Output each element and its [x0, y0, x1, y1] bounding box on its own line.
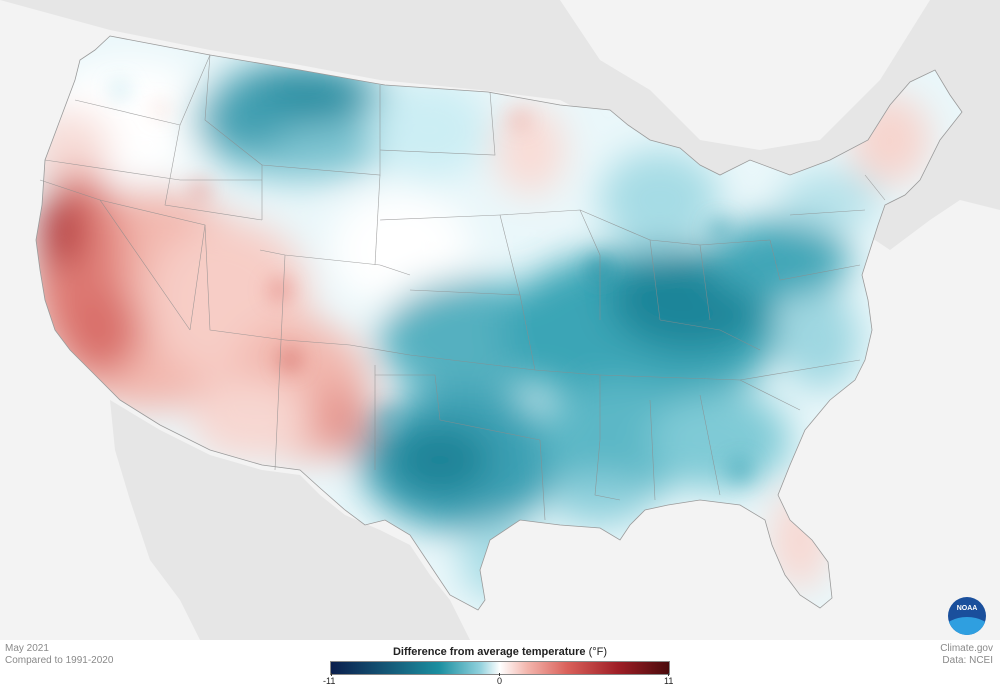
noaa-logo: NOAA — [948, 597, 986, 635]
legend-title: Difference from average temperature (°F) — [330, 646, 670, 658]
legend-max-label: 11 — [664, 676, 674, 686]
baseline-label: Compared to 1991-2020 — [5, 655, 114, 666]
period-label: May 2021 — [5, 643, 49, 654]
mexico-landmass — [110, 400, 470, 640]
noaa-logo-wave-icon — [948, 617, 986, 635]
source-site-label: Climate.gov — [940, 643, 993, 654]
temperature-anomaly-map — [0, 0, 1000, 640]
legend-mid-label: 0 — [497, 676, 503, 686]
legend-tick-max — [668, 673, 669, 676]
map-period-info: May 2021 Compared to 1991-2020 — [5, 643, 113, 667]
state-boundaries — [39, 54, 886, 521]
map-footer: May 2021 Compared to 1991-2020 Differenc… — [0, 640, 1000, 690]
legend-tick-mid — [499, 673, 500, 676]
map-source-info: Climate.gov Data: NCEI — [940, 643, 993, 667]
legend-title-text: Difference from average temperature — [392, 646, 586, 658]
legend-unit: (°F) — [588, 646, 608, 658]
data-source-label: Data: NCEI — [942, 655, 993, 666]
noaa-logo-text: NOAA — [956, 605, 978, 612]
legend-tick-min — [331, 673, 332, 676]
legend-color-scale — [330, 661, 670, 675]
legend-min-label: -11 — [323, 676, 336, 686]
